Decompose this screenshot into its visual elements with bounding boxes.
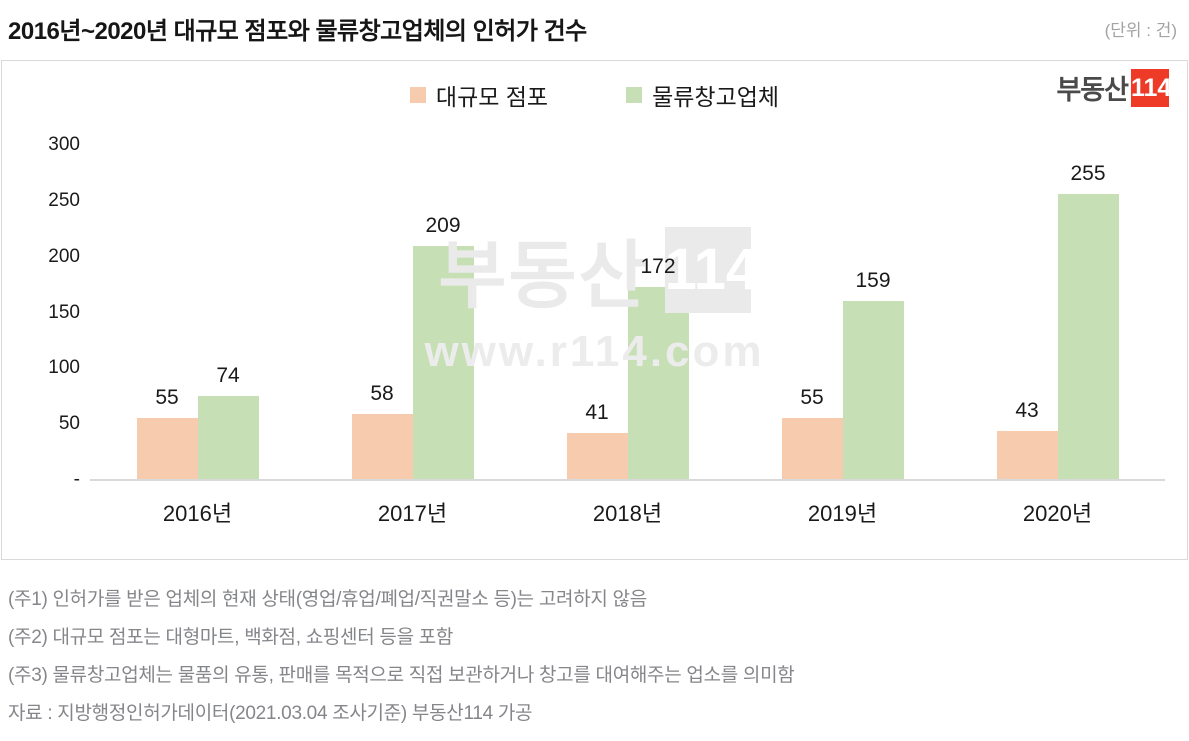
bar-물류창고업체-2019년: 159 — [842, 269, 904, 479]
bar-물류창고업체-2016년: 74 — [197, 364, 259, 479]
bar-group-2019년: 55 159 — [735, 146, 950, 479]
x-axis-label: 2020년 — [1022, 501, 1093, 526]
bar-대규모 점포-2018년: 41 — [566, 401, 628, 479]
y-axis-tick: - — [73, 469, 80, 490]
legend-swatch-icon — [409, 87, 426, 103]
bar-대규모 점포-2020년: 43 — [996, 399, 1058, 479]
bar-대규모 점포-2016년: 55 — [136, 386, 198, 479]
x-axis-labels: 2016년 2017년 2018년 2019년 2020년 — [90, 496, 1165, 528]
x-axis-label: 2019년 — [807, 501, 878, 526]
y-axis-tick: 250 — [48, 189, 80, 211]
footnote-line: (주3) 물류창고업체는 물품의 유통, 판매를 목적으로 직접 보관하거나 창… — [8, 665, 795, 686]
x-axis-label: 2017년 — [377, 501, 448, 526]
y-axis-tick: 300 — [48, 134, 80, 155]
bar-group-2020년: 43 255 — [950, 146, 1165, 479]
bar-value-label: 58 — [370, 382, 394, 406]
chart-header: 2016년~2020년 대규모 점포와 물류창고업체의 인허가 건수 (단위 :… — [0, 0, 1189, 60]
legend-label: 대규모 점포 — [435, 84, 549, 110]
footnote-line: (주1) 인허가를 받은 업체의 현재 상태(영업/휴업/폐업/직권말소 등)는… — [8, 589, 647, 610]
bar-group-2018년: 41 172 — [520, 146, 735, 479]
bar-value-label: 209 — [425, 213, 461, 237]
bar-물류창고업체-2017년: 209 — [412, 214, 474, 479]
brand-logo-text: 부동산 — [1056, 75, 1129, 105]
brand-logo: 부동산 114 — [1056, 68, 1171, 107]
bar-value-label: 74 — [216, 364, 240, 388]
bar-대규모 점포-2019년: 55 — [781, 386, 843, 479]
footnotes: (주1) 인허가를 받은 업체의 현재 상태(영업/휴업/폐업/직권말소 등)는… — [0, 560, 1189, 733]
bar-group-2016년: 55 74 — [90, 146, 305, 479]
bar-value-label: 255 — [1070, 162, 1106, 186]
bar-value-label: 55 — [155, 385, 179, 409]
y-axis-tick: 200 — [48, 245, 80, 267]
chart-panel: 대규모 점포 물류창고업체 부동산 114 300 250 200 150 100 50- … — [1, 60, 1188, 560]
legend-item-1: 물류창고업체 — [626, 78, 779, 112]
bar-물류창고업체-2018년: 172 — [627, 255, 689, 479]
y-axis-tick: 50 — [58, 413, 80, 435]
bars-container: 55 74 58 209 41 172 55 159 43 255 — [90, 146, 1165, 479]
bar-대규모 점포-2017년: 58 — [351, 382, 413, 479]
source-note: 자료 : 지방행정인허가데이터(2021.03.04 조사기준) 부동산114 … — [8, 703, 533, 724]
bar-value-label: 159 — [855, 269, 891, 293]
unit-label: (단위 : 건) — [1104, 21, 1177, 40]
brand-logo-badge: 114 — [1131, 68, 1171, 107]
bar-value-label: 43 — [1015, 398, 1039, 422]
bar-group-2017년: 58 209 — [305, 146, 520, 479]
bar-value-label: 55 — [800, 385, 824, 409]
x-axis-label: 2018년 — [592, 501, 663, 526]
plot-area: 55 74 58 209 41 172 55 159 43 255 — [90, 146, 1165, 481]
chart-legend: 대규모 점포 물류창고업체 — [2, 78, 1187, 112]
page-title: 2016년~2020년 대규모 점포와 물류창고업체의 인허가 건수 — [8, 18, 587, 45]
bar-물류창고업체-2020년: 255 — [1057, 162, 1119, 479]
bar-value-label: 172 — [640, 254, 676, 278]
legend-label: 물류창고업체 — [652, 84, 780, 110]
legend-swatch-icon — [626, 87, 643, 103]
y-axis-tick: 100 — [48, 357, 80, 379]
legend-item-0: 대규모 점포 — [409, 78, 549, 112]
footnote-line: (주2) 대규모 점포는 대형마트, 백화점, 쇼핑센터 등을 포함 — [8, 627, 454, 648]
bar-value-label: 41 — [585, 401, 609, 425]
x-axis-label: 2016년 — [162, 501, 233, 526]
y-axis-tick: 150 — [48, 301, 80, 323]
